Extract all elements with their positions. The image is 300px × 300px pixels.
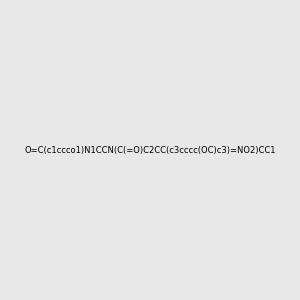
Text: O=C(c1ccco1)N1CCN(C(=O)C2CC(c3cccc(OC)c3)=NO2)CC1: O=C(c1ccco1)N1CCN(C(=O)C2CC(c3cccc(OC)c3…: [24, 146, 276, 154]
